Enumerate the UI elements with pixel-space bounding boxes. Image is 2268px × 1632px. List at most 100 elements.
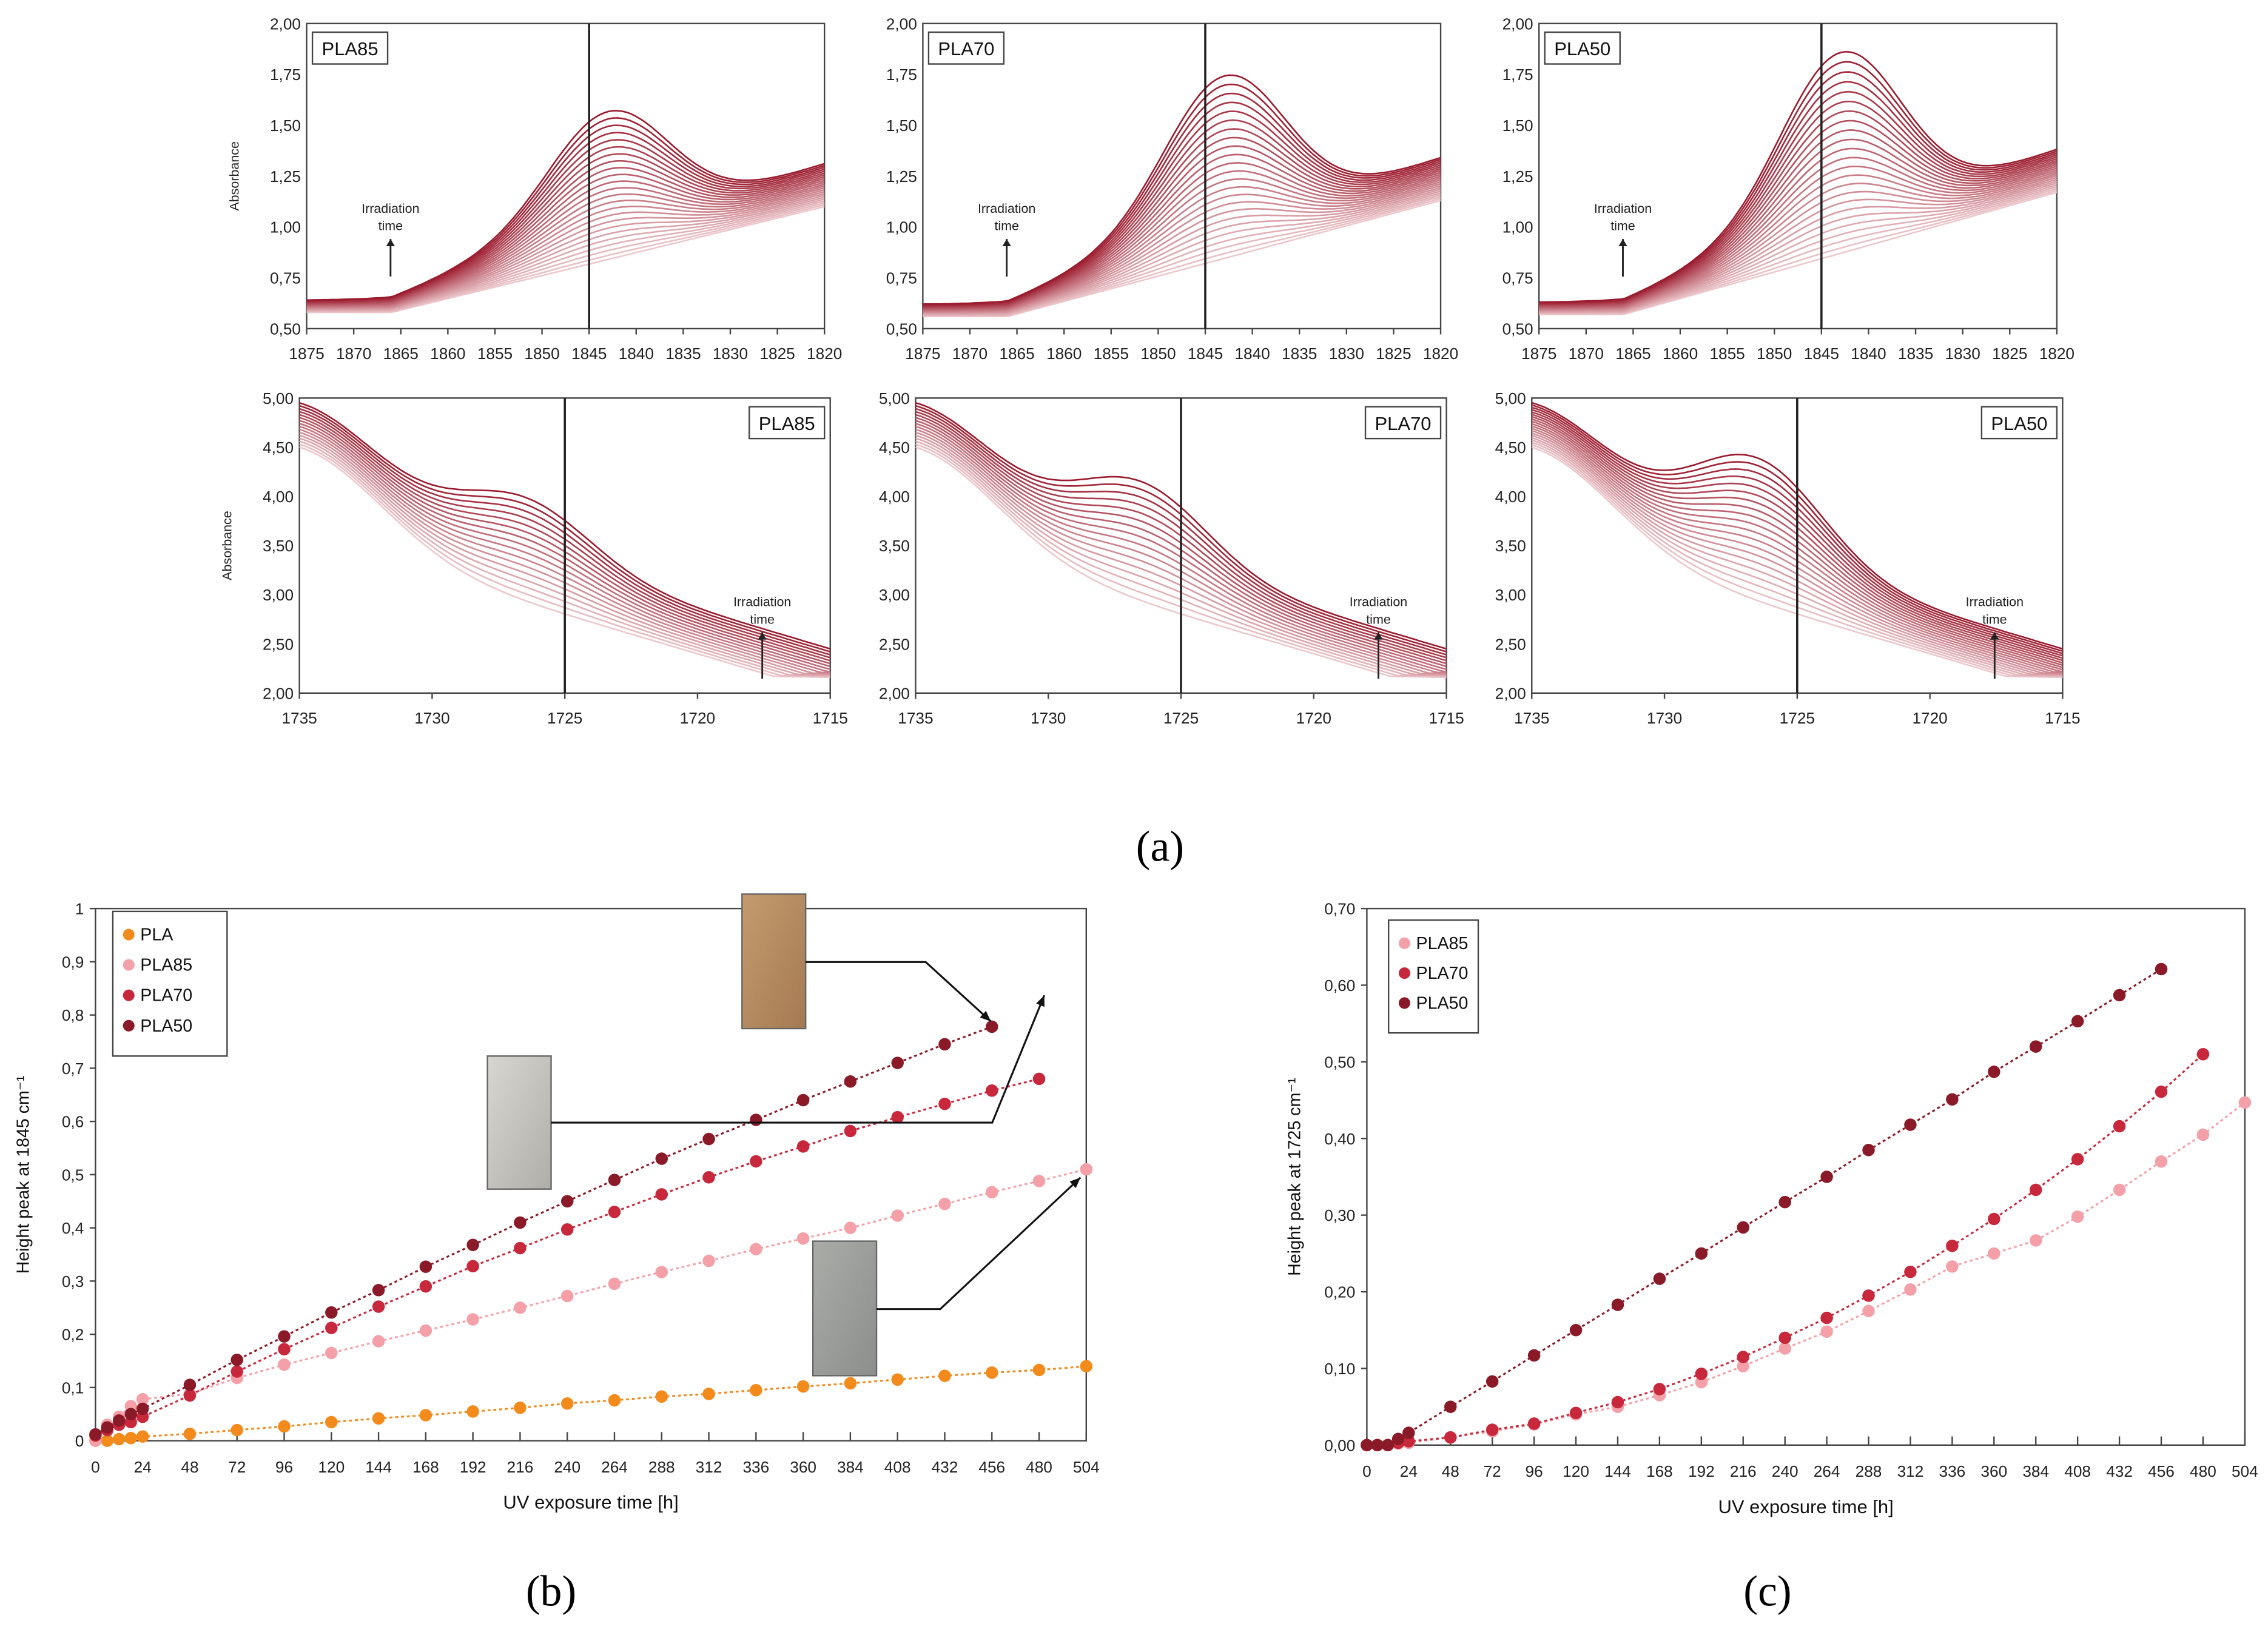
x-tick-label: 432 — [2106, 1462, 2133, 1480]
data-point-pla70 — [891, 1110, 904, 1124]
data-point-pla50 — [278, 1330, 291, 1343]
y-tick-label: 0,40 — [1324, 1130, 1355, 1148]
panel-label: PLA50 — [1991, 413, 2047, 434]
y-tick-label: 1,75 — [270, 65, 301, 84]
arrow-head-icon — [1374, 632, 1383, 640]
x-tick-label: 408 — [2064, 1462, 2091, 1480]
y-tick-label: 0,4 — [62, 1219, 84, 1237]
data-point-pla85 — [844, 1221, 857, 1234]
sample-photo-grey — [812, 1240, 878, 1377]
x-tick-label: 1860 — [1663, 344, 1698, 363]
data-point-pla85 — [608, 1277, 621, 1291]
y-tick-label: 2,50 — [263, 635, 294, 653]
data-point-pla50 — [1486, 1375, 1499, 1388]
y-tick-label: 4,00 — [879, 488, 910, 506]
x-tick-label: 1730 — [1031, 709, 1066, 727]
x-tick-label: 360 — [1980, 1462, 2007, 1480]
data-point-pla50 — [183, 1378, 197, 1391]
data-point-pla70 — [844, 1124, 857, 1138]
data-point-pla50 — [2155, 962, 2168, 976]
data-point-pla70 — [938, 1097, 951, 1110]
data-point-pla70 — [1862, 1289, 1875, 1302]
data-point-pla50 — [1988, 1066, 2000, 1078]
x-tick-label: 1835 — [1282, 344, 1317, 363]
x-tick-label: 360 — [790, 1458, 816, 1476]
data-point-pla70 — [1988, 1212, 2000, 1226]
y-tick-label: 5,00 — [1495, 389, 1526, 408]
x-tick-label: 1720 — [1296, 709, 1331, 727]
panel-label-box — [749, 406, 826, 440]
y-tick-label: 0,00 — [1324, 1436, 1355, 1454]
x-tick-label: 1840 — [1851, 344, 1886, 363]
x-tick-label: 192 — [1688, 1462, 1715, 1480]
data-point-pla85 — [702, 1254, 715, 1268]
x-tick-label: 1845 — [571, 344, 607, 363]
panel-label: PLA70 — [1375, 413, 1432, 434]
data-point-pla70 — [1820, 1311, 1833, 1325]
y-tick-label: 2,00 — [886, 15, 917, 33]
data-point-pla50 — [938, 1038, 951, 1051]
data-point-pla50 — [1611, 1298, 1624, 1311]
data-point-pla85 — [466, 1313, 479, 1326]
arrow-head-icon — [386, 239, 395, 246]
data-point-pla85 — [2155, 1155, 2168, 1168]
legend-label: PLA50 — [1416, 993, 1468, 1013]
panel-label-box — [311, 31, 389, 65]
x-tick-label: 336 — [742, 1458, 769, 1476]
data-point-pla50 — [796, 1093, 810, 1107]
plot-frame — [922, 22, 1442, 330]
x-tick-label: 1820 — [1423, 344, 1458, 363]
x-tick-label: 288 — [1856, 1462, 1882, 1480]
data-point-pla50 — [1653, 1272, 1666, 1285]
spectrum-curve — [923, 74, 1441, 305]
legend-label: PLA — [140, 925, 173, 945]
data-point-pla50 — [844, 1075, 857, 1088]
data-point-pla70 — [1778, 1331, 1791, 1345]
x-tick-label: 1865 — [383, 344, 419, 363]
y-tick-label: 0,70 — [1324, 900, 1355, 918]
data-point-pla — [702, 1388, 715, 1400]
data-point-pla70 — [2071, 1153, 2084, 1166]
y-tick-label: 1,50 — [1502, 116, 1533, 135]
data-point-pla — [750, 1384, 762, 1397]
arrow-head-icon — [1618, 239, 1627, 246]
y-tick-label: 0,75 — [1502, 269, 1533, 287]
x-tick-label: 24 — [134, 1458, 152, 1476]
data-point-pla70 — [514, 1241, 527, 1255]
x-tick-label: 480 — [1026, 1458, 1052, 1476]
data-point-pla — [183, 1427, 197, 1440]
y-axis-label: Absorbance — [220, 511, 235, 580]
data-point-pla70 — [560, 1223, 574, 1236]
y-tick-label: 2,00 — [879, 684, 910, 702]
data-point-pla50 — [1946, 1093, 1959, 1106]
plot-frame — [1366, 907, 2246, 1446]
annotation-text: Irradiation — [733, 595, 791, 609]
arrow-head-icon — [1990, 632, 1999, 640]
data-point-pla50 — [1737, 1221, 1749, 1234]
data-point-pla70 — [419, 1280, 432, 1293]
data-point-pla70 — [608, 1206, 621, 1218]
data-point-pla70 — [1695, 1367, 1708, 1380]
legend-marker-pla85 — [123, 959, 135, 971]
x-tick-label: 1715 — [2045, 709, 2080, 727]
data-point-pla70 — [1904, 1265, 1917, 1278]
data-point-pla85 — [1032, 1175, 1046, 1187]
y-tick-label: 1,25 — [1502, 167, 1533, 186]
data-point-pla50 — [560, 1195, 574, 1208]
y-tick-label: 1,50 — [270, 116, 301, 135]
data-point-pla85 — [136, 1392, 149, 1406]
x-tick-label: 384 — [837, 1458, 864, 1476]
data-point-pla50 — [419, 1260, 432, 1273]
data-point-pla50 — [466, 1238, 479, 1251]
data-point-pla50 — [2029, 1040, 2042, 1053]
data-point-pla70 — [466, 1260, 479, 1273]
annotation-text: Irradiation — [978, 201, 1035, 216]
data-point-pla — [136, 1430, 149, 1443]
y-tick-label: 5,00 — [263, 389, 294, 408]
spectrum-curve — [1539, 50, 2058, 303]
callout-arrow — [551, 995, 1046, 1124]
data-point-pla50 — [372, 1284, 385, 1297]
data-point-pla — [231, 1423, 243, 1437]
data-point-pla50 — [231, 1353, 243, 1366]
panel-label-box — [1364, 406, 1442, 440]
